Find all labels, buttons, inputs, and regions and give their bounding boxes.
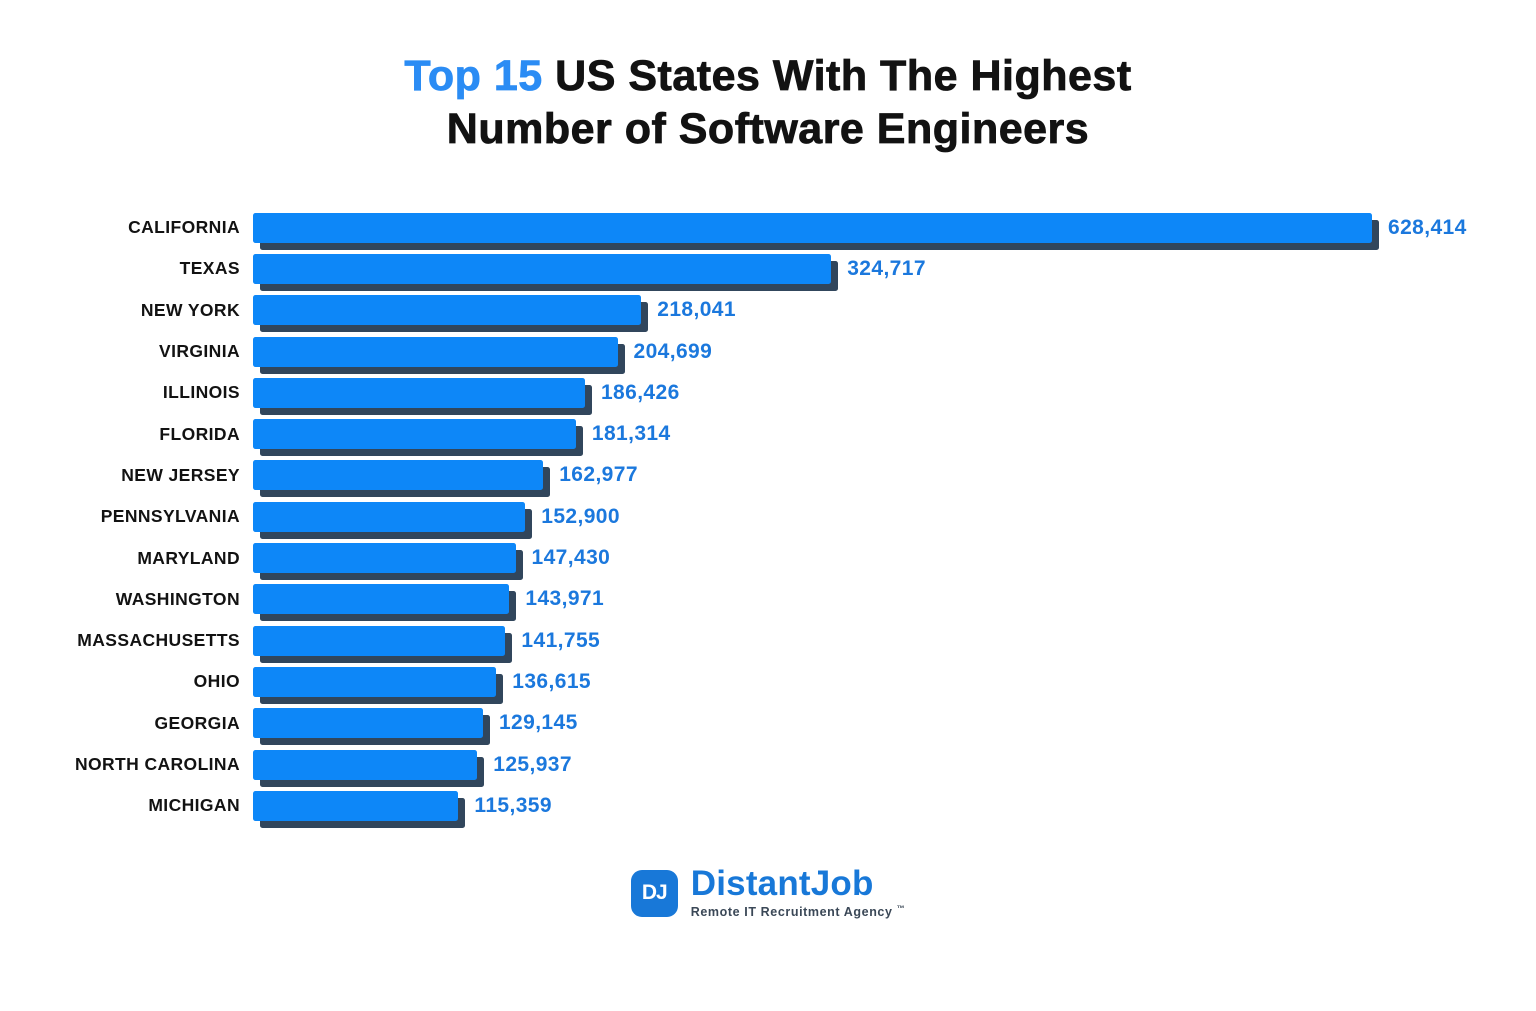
bar-row: FLORIDA 181,314 — [0, 413, 1536, 454]
bar-track: 147,430 — [253, 543, 1372, 574]
bar-row: WASHINGTON 143,971 — [0, 579, 1536, 620]
bar-label: NEW YORK — [140, 299, 240, 320]
bar-label: MARYLAND — [137, 547, 240, 568]
bar-track: 186,426 — [253, 377, 1372, 408]
bar — [253, 790, 459, 821]
bar-row: TEXAS 324,717 — [0, 248, 1536, 289]
bar-chart: CALIFORNIA 628,414 TEXAS 324,717 NEW YOR… — [0, 207, 1536, 826]
bar-value: 115,359 — [474, 793, 552, 817]
bar-row: CALIFORNIA 628,414 — [0, 207, 1536, 248]
bar — [253, 336, 618, 367]
bar-row: PENNSYLVANIA 152,900 — [0, 496, 1536, 537]
bar — [253, 253, 832, 284]
bar-track: 181,314 — [253, 419, 1372, 450]
page-title-rest: US States With The Highest — [542, 52, 1132, 101]
bar-row: ILLINOIS 186,426 — [0, 372, 1536, 413]
bar-row: NEW JERSEY 162,977 — [0, 455, 1536, 496]
bar-track: 204,699 — [253, 336, 1372, 367]
bar-track: 129,145 — [253, 708, 1372, 739]
bar — [253, 295, 642, 326]
dj-logo-icon: DJ — [630, 869, 678, 917]
page-title-highlight: Top 15 — [404, 52, 543, 101]
bar-row: MARYLAND 147,430 — [0, 537, 1536, 578]
bar — [253, 377, 585, 408]
bar-label: MICHIGAN — [148, 795, 240, 816]
bar — [253, 625, 506, 656]
bar-row: MASSACHUSETTS 141,755 — [0, 620, 1536, 661]
bar — [253, 749, 478, 780]
bar-label: NORTH CAROLINA — [74, 754, 240, 774]
bar-value: 181,314 — [591, 422, 671, 446]
bar-label: CALIFORNIA — [128, 217, 240, 238]
bar-label: VIRGINIA — [159, 341, 240, 362]
bar — [253, 460, 544, 491]
bar-value: 129,145 — [498, 711, 578, 735]
bar-row: OHIO 136,615 — [0, 661, 1536, 702]
bar — [253, 212, 1372, 243]
bar-label: MASSACHUSETTS — [77, 630, 240, 651]
bar-row: VIRGINIA 204,699 — [0, 331, 1536, 372]
distantjob-logo: DJ DistantJob Remote IT Recruitment Agen… — [0, 864, 1536, 920]
bar-value: 143,971 — [525, 587, 605, 611]
page-title-line2: Number of Software Engineers — [446, 105, 1090, 154]
logo-name: DistantJob — [690, 864, 874, 904]
bar — [253, 584, 510, 615]
bar-value: 125,937 — [493, 752, 572, 776]
bar-track: 136,615 — [253, 666, 1372, 697]
bar-row: GEORGIA 129,145 — [0, 703, 1536, 744]
bar-track: 628,414 — [253, 212, 1466, 243]
bar-value: 324,717 — [847, 256, 926, 280]
bar — [253, 708, 483, 739]
bar-track: 324,717 — [253, 253, 1372, 284]
bar-track: 218,041 — [253, 295, 1372, 326]
bar-label: FLORIDA — [159, 423, 240, 444]
logo-tagline: Remote IT Recruitment Agency ™ — [690, 904, 906, 920]
bar-label: PENNSYLVANIA — [100, 506, 240, 527]
bar-track: 115,359 — [253, 790, 1372, 821]
bar-row: NORTH CAROLINA 125,937 — [0, 744, 1536, 785]
bar-label: GEORGIA — [154, 712, 240, 733]
bar-value: 186,426 — [600, 380, 680, 404]
bar-value: 152,900 — [541, 504, 620, 528]
bar-row: MICHIGAN 115,359 — [0, 785, 1536, 826]
bar-label: NEW JERSEY — [121, 464, 240, 485]
bar-label: OHIO — [193, 671, 240, 692]
bar — [253, 543, 516, 574]
bar-value: 628,414 — [1388, 215, 1467, 239]
page-title: Top 15 US States With The Highest Number… — [0, 50, 1536, 156]
bar-value: 141,755 — [521, 628, 601, 652]
bar-value: 147,430 — [531, 546, 611, 570]
bar-track: 162,977 — [253, 460, 1372, 491]
bar — [253, 419, 576, 450]
bar-track: 141,755 — [253, 625, 1372, 656]
trademark-symbol: ™ — [896, 904, 906, 914]
bar-row: NEW YORK 218,041 — [0, 290, 1536, 331]
bar-track: 152,900 — [253, 501, 1372, 532]
bar — [253, 666, 497, 697]
bar-track: 143,971 — [253, 584, 1372, 615]
bar-track: 125,937 — [253, 749, 1372, 780]
bar — [253, 501, 526, 532]
bar-label: TEXAS — [179, 258, 240, 279]
bar-label: WASHINGTON — [115, 588, 240, 609]
bar-value: 162,977 — [559, 463, 638, 487]
bar-value: 204,699 — [633, 339, 713, 363]
bar-label: ILLINOIS — [162, 382, 240, 403]
bar-value: 218,041 — [657, 298, 736, 322]
bar-value: 136,615 — [512, 669, 591, 693]
